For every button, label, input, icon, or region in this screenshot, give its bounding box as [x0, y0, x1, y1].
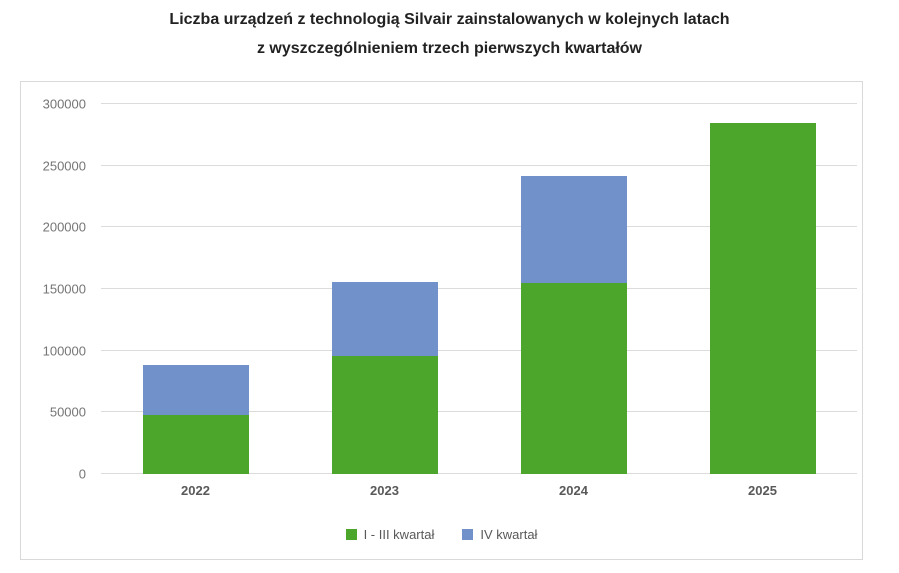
gridline — [101, 103, 857, 104]
bars-row — [101, 104, 857, 474]
bar-segment-2022 — [142, 364, 249, 415]
plot-area: 2022 2023 2024 2025 0 50000 100000 150000 20000… — [43, 98, 857, 498]
gridline — [101, 164, 857, 166]
legend-swatch — [345, 529, 357, 540]
chart-title: Liczba urządzeń z technologią Silvair za… — [0, 5, 899, 63]
bar-segment-2024 — [520, 282, 627, 474]
chart-frame: 2022 2023 2024 2025 0 50000 100000 150000 20000… — [20, 81, 863, 560]
chart-title-line1: Liczba urządzeń z technologią Silvair za… — [169, 11, 730, 28]
legend-label: IV kwartał — [480, 527, 538, 542]
bar-segment-2025 — [709, 123, 816, 474]
legend: I - III kwartał IV kwartał — [21, 527, 862, 542]
x-axis-labels: 2022 2023 2024 2025 — [101, 483, 857, 498]
y-tick-label: 0 — [78, 466, 86, 482]
gridline — [101, 288, 857, 289]
bar-2024 — [520, 104, 627, 474]
gridline — [101, 226, 857, 228]
x-tick-label: 2025 — [748, 483, 777, 498]
y-tick-label: 200000 — [42, 219, 86, 235]
bar-segment-2022 — [142, 414, 249, 474]
bar-2025 — [709, 104, 816, 474]
legend-item: I - III kwartał — [345, 527, 435, 542]
x-tick-label: 2023 — [370, 483, 399, 498]
bar-segment-2024 — [520, 176, 627, 283]
legend-label: I - III kwartał — [363, 527, 435, 542]
chart-title-line2: z wyszczególnieniem trzech pierwszych kw… — [256, 40, 642, 57]
x-tick-label: 2022 — [181, 483, 210, 498]
legend-item: IV kwartał — [462, 527, 537, 542]
bar-2023 — [331, 104, 438, 474]
bar-segment-2023 — [331, 281, 438, 356]
x-tick-label: 2024 — [559, 483, 588, 498]
gridline — [101, 473, 857, 474]
legend-swatch — [462, 529, 474, 540]
bar-segment-2023 — [331, 355, 438, 474]
y-tick-label: 100000 — [42, 343, 86, 359]
y-tick-label: 50000 — [49, 404, 86, 420]
y-tick-label: 250000 — [42, 158, 86, 174]
y-tick-label: 150000 — [42, 281, 86, 297]
bar-2022 — [142, 104, 249, 474]
y-tick-label: 300000 — [42, 96, 86, 112]
gridline — [101, 411, 857, 413]
gridline — [101, 349, 857, 351]
